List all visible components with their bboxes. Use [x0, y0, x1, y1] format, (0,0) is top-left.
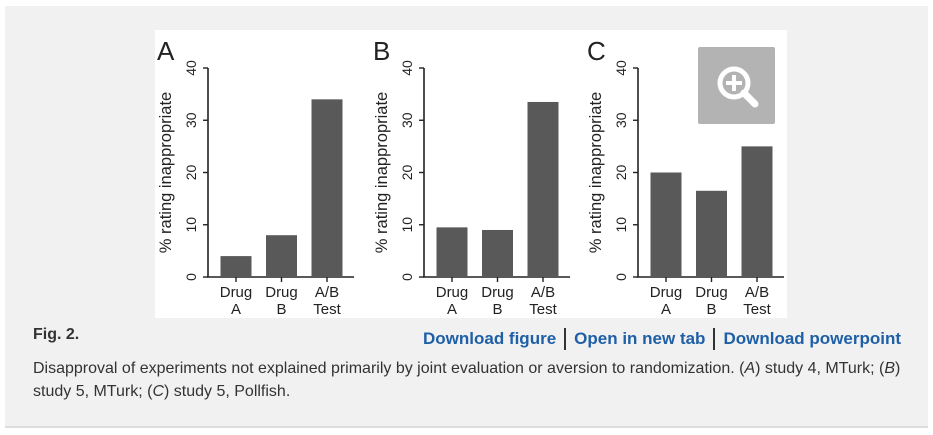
y-tick-label-c: 40 [613, 60, 629, 76]
figure-panel: A% rating inappropriate 0 10 20 30 40 Drug A Dru… [5, 6, 928, 428]
y-tick-label-b: 30 [399, 112, 415, 128]
bar-c-2 [696, 190, 727, 277]
x-tick-label-a: Drug [265, 284, 298, 301]
download-figure-link[interactable]: Download figure [422, 329, 557, 348]
figure-label: Fig. 2. [33, 326, 80, 343]
x-tick-label-b: A [447, 301, 457, 318]
y-tick-label-a: 30 [183, 112, 199, 128]
panel-label-c: C [587, 36, 606, 66]
bar-a-2 [266, 235, 297, 277]
x-tick-label-a: A [231, 301, 241, 318]
panel-label-b: B [373, 36, 390, 66]
y-tick-label-a: 0 [183, 273, 199, 281]
x-tick-label-a: B [276, 301, 286, 318]
download-powerpoint-link[interactable]: Download powerpoint [723, 329, 901, 348]
y-tick-label-c: 0 [613, 273, 629, 281]
x-tick-label-c: B [706, 301, 716, 318]
bar-charts: A% rating inappropriate010203040DrugADru… [157, 36, 784, 318]
figure-links: Download figure Open in new tab Download… [423, 328, 901, 350]
bar-a-3 [311, 99, 343, 277]
zoom-in-icon [717, 66, 759, 108]
y-tick-label-b: 40 [399, 60, 415, 76]
panel-label-a: A [157, 36, 175, 66]
y-tick-label-a: 40 [183, 60, 199, 76]
y-tick-label-c: 10 [613, 217, 629, 233]
bar-c-3 [741, 146, 773, 277]
y-tick-label-a: 20 [183, 165, 199, 181]
y-axis-label-c: % rating inappropriate [587, 92, 605, 253]
bar-b-3 [527, 101, 559, 278]
link-divider [564, 328, 567, 350]
y-axis-label-a: % rating inappropriate [157, 92, 175, 253]
x-tick-label-b: Drug [481, 284, 514, 301]
y-tick-label-b: 10 [399, 217, 415, 233]
x-tick-label-b: B [492, 301, 502, 318]
y-tick-label-c: 20 [613, 165, 629, 181]
x-tick-label-a: Test [313, 301, 341, 318]
y-tick-label-a: 10 [183, 217, 199, 233]
y-tick-label-c: 30 [613, 112, 629, 128]
figure-caption: Disapproval of experiments not explained… [33, 360, 901, 400]
x-tick-label-c: A [661, 301, 671, 318]
link-divider [713, 328, 716, 350]
open-new-tab-link[interactable]: Open in new tab [574, 329, 706, 348]
y-tick-label-b: 20 [399, 165, 415, 181]
x-tick-label-a: A/B [315, 284, 339, 301]
x-tick-label-c: A/B [745, 284, 769, 301]
x-tick-label-a: Drug [220, 284, 253, 301]
x-tick-label-b: Test [529, 301, 557, 318]
zoom-button[interactable] [698, 47, 775, 124]
x-tick-label-b: Drug [436, 284, 469, 301]
figure-image[interactable]: A% rating inappropriate 0 10 20 30 40 Drug A Dru… [155, 30, 787, 318]
x-tick-label-b: A/B [531, 284, 555, 301]
x-tick-label-c: Drug [695, 284, 728, 301]
bar-b-2 [482, 229, 513, 277]
bar-c-1 [650, 172, 682, 277]
y-tick-label-b: 0 [399, 273, 415, 281]
bar-b-1 [436, 227, 468, 277]
x-tick-label-c: Test [743, 301, 771, 318]
y-axis-label-b: % rating inappropriate [373, 92, 391, 253]
bar-a-1 [220, 256, 252, 277]
x-tick-label-c: Drug [650, 284, 683, 301]
